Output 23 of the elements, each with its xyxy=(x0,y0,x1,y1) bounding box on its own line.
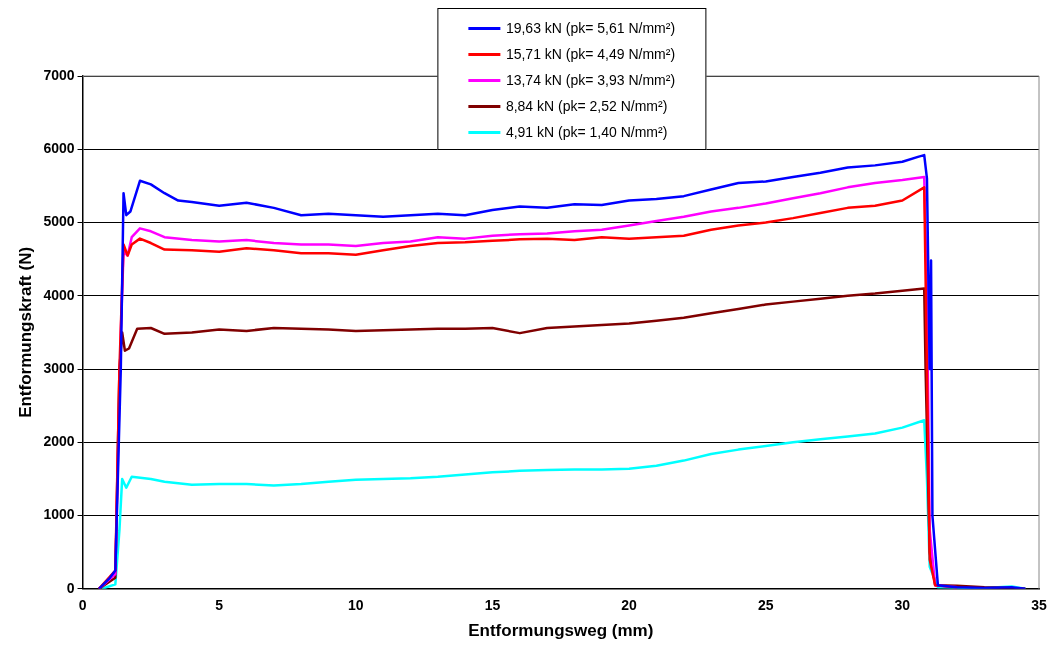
y-tick-label: 1000 xyxy=(43,506,75,523)
y-tick-label: 2000 xyxy=(43,433,75,450)
legend-label: 19,63 kN (pk= 5,61 N/mm²) xyxy=(505,20,676,36)
y-tick-label: 5000 xyxy=(43,213,75,230)
x-tick-label: 5 xyxy=(215,597,224,614)
x-tick-label: 15 xyxy=(484,597,501,614)
y-axis-title: Entformungskraft (N) xyxy=(15,246,35,418)
x-tick-label: 0 xyxy=(78,597,87,614)
y-tick-label: 4000 xyxy=(43,286,75,303)
legend-label: 4,91 kN (pk= 1,40 N/mm²) xyxy=(505,124,668,140)
x-tick-label: 10 xyxy=(348,597,364,614)
legend-label: 8,84 kN (pk= 2,52 N/mm²) xyxy=(505,98,668,114)
x-axis-title: Entformungsweg (mm) xyxy=(468,621,654,641)
x-tick-label: 25 xyxy=(757,597,774,614)
y-tick-label: 6000 xyxy=(43,140,75,157)
y-tick-label: 3000 xyxy=(43,359,75,376)
x-tick-label: 35 xyxy=(1031,597,1047,614)
legend-label: 13,74 kN (pk= 3,93 N/mm²) xyxy=(505,72,676,88)
y-tick-label: 7000 xyxy=(43,66,75,83)
y-tick-label: 0 xyxy=(66,579,75,596)
x-tick-label: 30 xyxy=(894,597,911,614)
legend-label: 15,71 kN (pk= 4,49 N/mm²) xyxy=(505,46,676,62)
x-tick-label: 20 xyxy=(621,597,638,614)
